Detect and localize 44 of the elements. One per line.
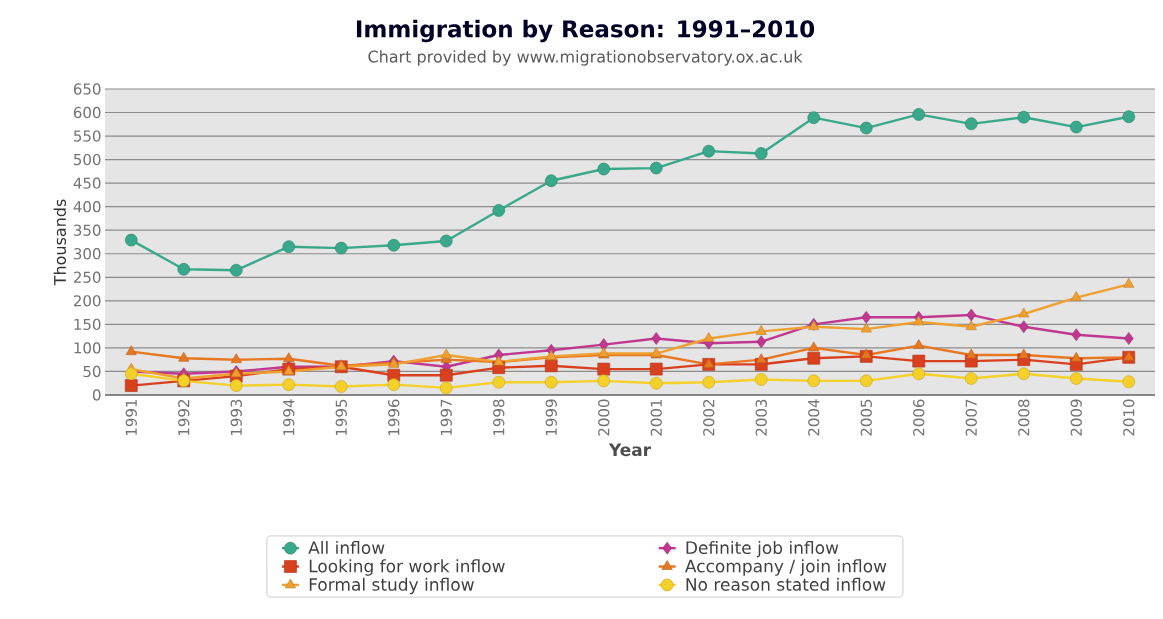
legend-label: Looking for work inflow [309,559,505,576]
x-tick-label: 2008 [1018,399,1030,436]
x-tick-label: 2007 [965,399,977,436]
y-tick-label: 550 [74,130,101,142]
legend-label: All inflow [308,540,385,555]
y-tick-label: 650 [73,83,101,95]
y-tick-label: 350 [74,224,101,236]
x-tick-label: 1993 [230,399,242,436]
y-tick-label: 200 [73,295,101,307]
legend-label: Definite job inflow [686,540,839,558]
legend-label: Formal study inflow [309,577,474,595]
x-tick-label: 2005 [860,399,872,436]
x-tick-label: 1997 [440,399,452,436]
x-tick-label: 2002 [703,400,715,436]
legend-label: Accompany / join inflow [685,559,887,576]
y-axis-title: Thousands [53,199,67,286]
x-tick-label: 2010 [1123,399,1135,436]
y-tick-label: 50 [83,365,101,378]
x-tick-label: 1994 [283,399,295,436]
x-tick-label: 1998 [493,399,505,436]
x-tick-label: 1995 [335,399,347,436]
x-tick-label: 2003 [755,399,767,436]
x-tick-label: 1991 [125,399,137,436]
y-tick-label: 600 [73,106,101,119]
y-tick-label: 300 [74,248,101,260]
x-tick-label: 1996 [388,399,400,436]
y-tick-label: 0 [92,389,101,401]
y-tick-label: 150 [74,318,101,331]
x-tick-label: 2004 [808,399,820,436]
legend-label: No reason stated inflow [686,577,886,591]
y-tick-label: 400 [73,201,101,213]
y-tick-label: 100 [74,342,101,354]
y-tick-label: 450 [73,177,101,189]
y-tick-label: 500 [74,153,101,166]
y-tick-label: 250 [73,271,101,283]
chart-title: Immigration by Reason: 1991–2010 [356,19,815,43]
x-axis-title: Year [608,443,652,457]
x-tick-label: 2000 [598,399,610,436]
x-tick-label: 1992 [178,400,190,436]
x-tick-label: 2006 [913,399,925,436]
x-tick-label: 2009 [1070,399,1082,436]
x-tick-label: 2001 [650,399,662,436]
chart-subtitle: Chart provided by www.migrationobservatory.ox.ac.uk [368,50,803,66]
x-tick-label: 1999 [545,399,557,436]
